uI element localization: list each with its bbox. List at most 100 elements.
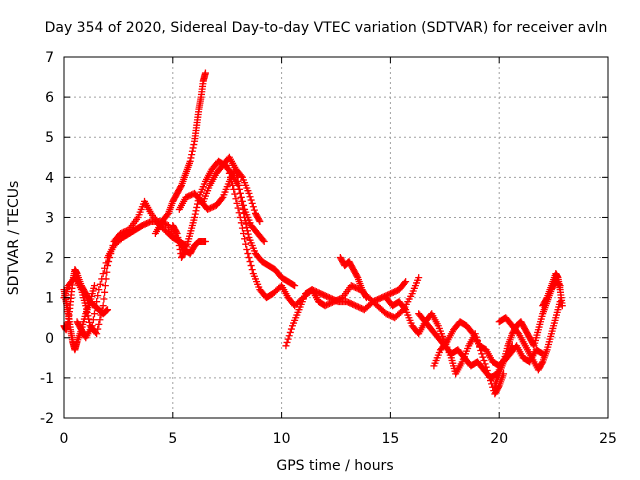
data-point (231, 190, 239, 198)
data-marks (60, 69, 566, 398)
data-point (193, 203, 201, 211)
y-tick-label: 0 (45, 331, 54, 347)
data-point (188, 147, 196, 155)
data-point (181, 247, 189, 255)
data-point (95, 320, 103, 328)
x-axis-label: GPS time / hours (276, 458, 393, 474)
data-point (94, 325, 102, 333)
data-point (290, 281, 298, 289)
data-point (174, 234, 182, 241)
data-point (242, 220, 250, 228)
data-point (286, 328, 294, 336)
data-point (187, 154, 195, 162)
series-trace-g (175, 165, 264, 225)
y-tick-label: 4 (45, 170, 54, 186)
data-point (248, 199, 256, 207)
data-point (218, 195, 226, 203)
data-point (100, 295, 108, 303)
grid-layer (64, 57, 608, 418)
data-point (89, 316, 97, 324)
data-point (237, 172, 245, 180)
data-point (481, 360, 489, 368)
data-point (233, 199, 241, 207)
y-tick-label: 2 (45, 251, 54, 267)
x-tick-label: 15 (381, 431, 399, 447)
data-point (175, 242, 183, 250)
data-point (98, 306, 106, 314)
data-point (90, 282, 98, 290)
data-point (233, 173, 241, 181)
data-point (93, 330, 101, 338)
data-point (82, 302, 90, 310)
data-point (245, 254, 253, 262)
data-point (236, 213, 244, 221)
x-tick-label: 25 (599, 431, 617, 447)
data-point (225, 169, 233, 177)
data-point (401, 304, 409, 312)
data-point (99, 302, 107, 310)
data-point (190, 141, 198, 149)
data-point (479, 353, 487, 361)
data-point (177, 183, 185, 191)
data-point (402, 278, 410, 286)
data-point (191, 213, 199, 221)
x-tick-labels: 0 5 10 15 20 25 (60, 431, 617, 447)
data-point (173, 229, 181, 237)
y-tick-label: 6 (45, 90, 54, 106)
series-trace-q (539, 270, 566, 310)
data-point (101, 282, 109, 290)
data-point (244, 230, 252, 238)
data-point (223, 161, 231, 169)
data-point (287, 325, 295, 333)
data-point (237, 219, 245, 227)
data-point (104, 306, 112, 314)
series-trace-e (151, 69, 209, 237)
data-point (172, 228, 180, 236)
data-point (232, 165, 240, 173)
data-point (250, 206, 258, 214)
data-point (103, 268, 111, 276)
data-point (249, 203, 257, 211)
data-point (99, 270, 107, 278)
data-point (83, 308, 91, 316)
data-point (235, 209, 243, 217)
data-point (246, 258, 254, 266)
series-trace-j (282, 274, 423, 350)
data-point (90, 310, 98, 318)
axis-ticks (63, 56, 609, 419)
data-point (101, 288, 109, 296)
data-point (401, 279, 409, 287)
data-point (232, 195, 240, 203)
data-point (243, 223, 251, 231)
data-point (480, 357, 488, 365)
data-point (284, 335, 292, 343)
data-point (259, 236, 267, 244)
data-point (96, 280, 104, 288)
data-point (186, 157, 194, 165)
data-point (243, 246, 251, 254)
data-point (238, 197, 246, 205)
data-point (240, 209, 248, 217)
series-trace-p (495, 298, 564, 374)
data-point (244, 227, 252, 235)
data-point (235, 181, 243, 189)
data-point (93, 298, 101, 306)
data-point (192, 207, 200, 215)
data-point (238, 224, 246, 232)
series-trace-h (199, 153, 299, 290)
data-point (240, 229, 248, 237)
data-point (247, 262, 255, 270)
data-point (98, 275, 106, 283)
data-point (201, 238, 209, 246)
y-tick-label: -2 (40, 411, 54, 427)
data-point (282, 342, 290, 350)
data-point (94, 292, 102, 300)
data-point (191, 210, 199, 218)
data-point (88, 322, 96, 330)
data-point (542, 295, 550, 303)
data-point (239, 205, 247, 213)
data-point (229, 181, 237, 189)
series-trace-k (336, 254, 370, 302)
data-point (245, 189, 253, 197)
data-point (236, 189, 244, 197)
